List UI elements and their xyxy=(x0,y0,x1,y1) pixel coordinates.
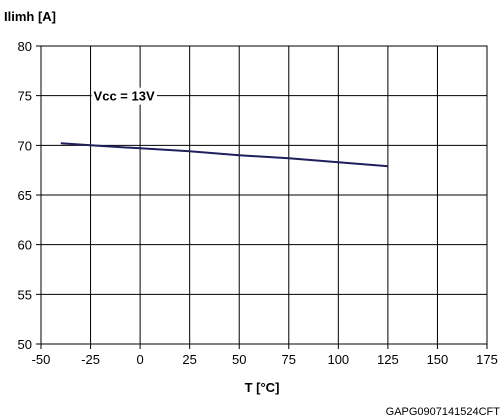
y-tick-label: 55 xyxy=(18,287,32,302)
y-tick-label: 50 xyxy=(18,337,32,352)
plot-frame xyxy=(40,45,488,345)
x-tick-label: 125 xyxy=(377,352,399,367)
annotation-group: Vcc = 13V xyxy=(91,87,157,105)
x-tick-label: 0 xyxy=(136,352,143,367)
x-tick-label: 50 xyxy=(232,352,246,367)
y-axis-label: Ilimh [A] xyxy=(4,9,56,24)
y-tick-label: 80 xyxy=(18,39,32,54)
x-tick-label: 150 xyxy=(427,352,449,367)
x-tick-label: -25 xyxy=(81,352,100,367)
y-tick-label: 75 xyxy=(18,89,32,104)
x-axis-label: T [°C] xyxy=(245,380,280,395)
figure-code: GAPG0907141524CFT xyxy=(386,406,501,418)
x-tick-label: -50 xyxy=(32,352,51,367)
y-tick-label: 65 xyxy=(18,188,32,203)
x-tick-labels: -50 -25 0 25 50 75 100 125 150 175 xyxy=(32,352,498,367)
annotation-background xyxy=(91,87,157,105)
x-tick-label: 175 xyxy=(476,352,498,367)
x-tick-label: 100 xyxy=(327,352,349,367)
series-line-0 xyxy=(60,142,388,168)
x-tick-label: 25 xyxy=(182,352,196,367)
series-group xyxy=(60,142,388,168)
x-tick-label: 75 xyxy=(282,352,296,367)
y-tick-label: 70 xyxy=(18,138,32,153)
y-tick-labels: 50 55 60 65 70 75 80 xyxy=(18,39,32,352)
y-tick-label: 60 xyxy=(18,238,32,253)
annotation-vcc: Vcc = 13V xyxy=(94,89,155,104)
